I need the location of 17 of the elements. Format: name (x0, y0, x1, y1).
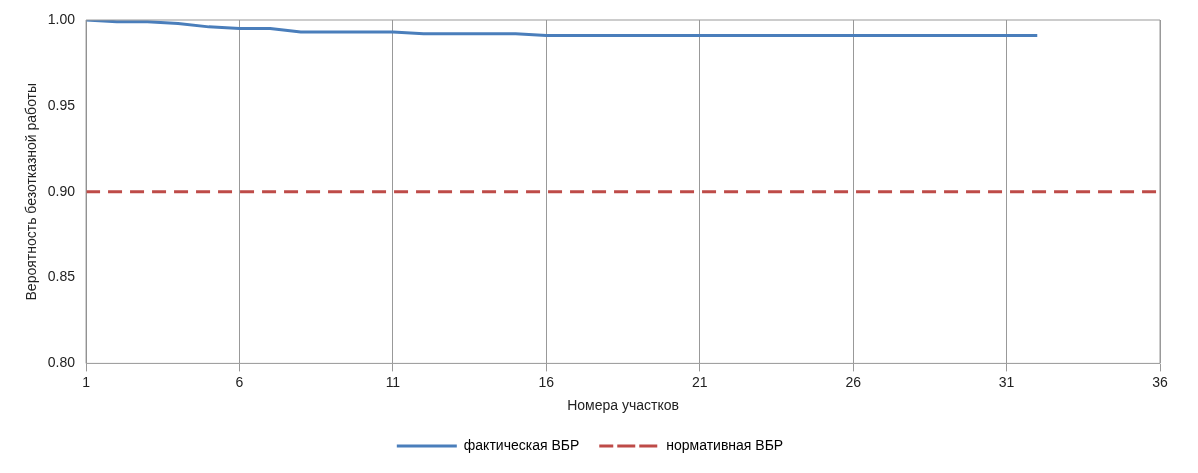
y-tick-label: 0.90 (47, 182, 76, 199)
legend-label: нормативная ВБР (666, 436, 784, 453)
y-tick-label: 0.85 (47, 268, 76, 285)
x-tick-label: 11 (385, 373, 401, 390)
y-tick-label: 0.95 (47, 96, 76, 113)
y-tick-label: 0.80 (47, 354, 76, 371)
x-axis-title: Номера участков (567, 397, 679, 414)
y-tick-label: 1.00 (47, 10, 76, 27)
x-tick-label: 16 (538, 373, 555, 390)
legend-label: фактическая ВБР (463, 436, 580, 453)
x-tick-label: 6 (235, 373, 244, 390)
y-axis-title: Вероятность безотказной работы (23, 82, 40, 301)
x-tick-label: 36 (1152, 373, 1168, 390)
x-tick-label: 1 (82, 373, 91, 390)
x-tick-label: 26 (845, 373, 862, 390)
x-tick-label: 21 (691, 373, 708, 390)
x-tick-label: 31 (998, 373, 1015, 390)
